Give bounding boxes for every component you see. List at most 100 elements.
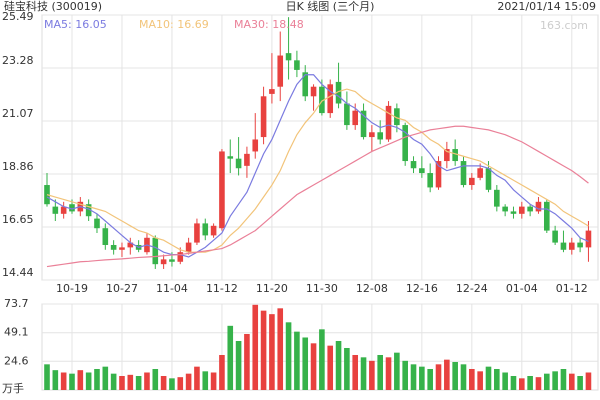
volume-bar — [302, 337, 309, 390]
volume-bar — [527, 375, 533, 390]
candle-body — [252, 139, 259, 152]
volume-bar — [177, 377, 184, 390]
y2-tick-label: 49.1 — [4, 326, 29, 339]
price-panel — [41, 14, 599, 281]
volume-bar — [419, 366, 425, 390]
stock-title: 硅宝科技 (300019) — [4, 0, 102, 13]
volume-bar — [85, 372, 92, 390]
x-tick-label: 10-19 — [56, 282, 88, 295]
volume-bar — [469, 368, 475, 390]
volume-bar — [285, 322, 292, 390]
candle-body — [294, 60, 300, 70]
volume-bar — [435, 364, 442, 390]
ma-line — [46, 88, 589, 253]
candle-body — [285, 53, 292, 61]
volume-bar — [519, 378, 525, 390]
candle-body — [519, 206, 525, 214]
candle-body — [352, 110, 359, 126]
volume-bar — [427, 368, 433, 390]
x-tick-label: 12-08 — [356, 282, 388, 295]
y2-tick-label: 73.7 — [4, 297, 29, 310]
volume-bar — [227, 325, 234, 390]
volume-bar — [52, 370, 59, 390]
candle-body — [510, 211, 517, 214]
volume-bar — [94, 368, 100, 390]
candle-body — [544, 201, 550, 231]
volume-bar — [410, 364, 417, 390]
x-tick-label: 11-20 — [256, 282, 288, 295]
volume-bar — [485, 366, 492, 390]
candle-body — [85, 204, 92, 217]
candle-body — [244, 153, 250, 166]
volume-bar — [269, 314, 275, 390]
volume-bar — [60, 372, 67, 390]
candle-body — [219, 151, 225, 229]
watermark: 163.com — [540, 19, 588, 32]
candle-body — [377, 132, 383, 140]
volume-bar — [135, 375, 142, 390]
legend-entry: MA30: 18.48 — [234, 18, 304, 31]
volume-bar — [585, 372, 592, 390]
volume-bar — [110, 373, 117, 390]
candle-body — [527, 206, 533, 212]
candle-body — [385, 105, 392, 140]
candle-body — [410, 161, 417, 169]
candle-body — [577, 242, 583, 248]
candle-body — [185, 242, 192, 253]
legend-entry: MA10: 16.69 — [139, 18, 209, 31]
candle-body — [94, 218, 100, 229]
volume-bar — [294, 331, 300, 390]
volume-bar — [502, 372, 508, 390]
volume-bar — [335, 340, 342, 390]
candle-body — [394, 108, 400, 126]
volume-bar — [144, 372, 150, 390]
candle-body — [427, 173, 433, 188]
y2-tick-label: 24.6 — [4, 354, 29, 367]
volume-bar — [552, 371, 558, 390]
volume-bar — [194, 366, 200, 390]
volume-bar — [510, 375, 517, 390]
candle-body — [269, 89, 275, 94]
volume-bar — [360, 357, 367, 390]
volume-bar — [185, 373, 192, 390]
candle-body — [60, 206, 67, 214]
candle-body — [435, 161, 442, 188]
volume-bar — [352, 354, 359, 390]
y-tick-label: 21.07 — [2, 107, 34, 120]
candle-body — [310, 86, 317, 97]
volume-bar — [260, 310, 267, 390]
x-tick-label: 01-12 — [556, 282, 588, 295]
candle-body — [485, 168, 492, 190]
candle-body — [169, 259, 175, 262]
candle-body — [227, 156, 234, 159]
candle-body — [152, 237, 159, 265]
candle-body — [369, 132, 375, 138]
volume-bar — [69, 373, 75, 390]
candle-body — [360, 110, 367, 138]
volume-bar — [544, 373, 550, 390]
volume-bar — [319, 329, 325, 390]
candle-body — [568, 242, 575, 250]
candle-body — [419, 168, 425, 174]
volume-bar — [210, 372, 217, 390]
volume-bar — [394, 352, 400, 390]
volume-bar — [152, 368, 159, 390]
timestamp: 2021/01/14 15:09 — [497, 0, 596, 13]
x-tick-label: 10-27 — [106, 282, 138, 295]
candle-body — [210, 225, 217, 236]
volume-bar — [377, 354, 383, 390]
volume-bar — [577, 375, 583, 390]
candle-body — [344, 103, 350, 126]
x-tick-label: 12-16 — [406, 282, 438, 295]
candle-body — [335, 81, 342, 104]
candle-body — [160, 259, 167, 265]
volume-bar — [202, 371, 209, 390]
volume-bar — [494, 368, 500, 390]
candle-body — [452, 149, 458, 162]
ma-line — [46, 125, 589, 268]
volume-bar — [477, 371, 483, 390]
candle-body — [469, 177, 475, 186]
x-tick-label: 12-24 — [456, 282, 488, 295]
volume-bar — [119, 375, 125, 390]
candle-body — [302, 72, 309, 97]
